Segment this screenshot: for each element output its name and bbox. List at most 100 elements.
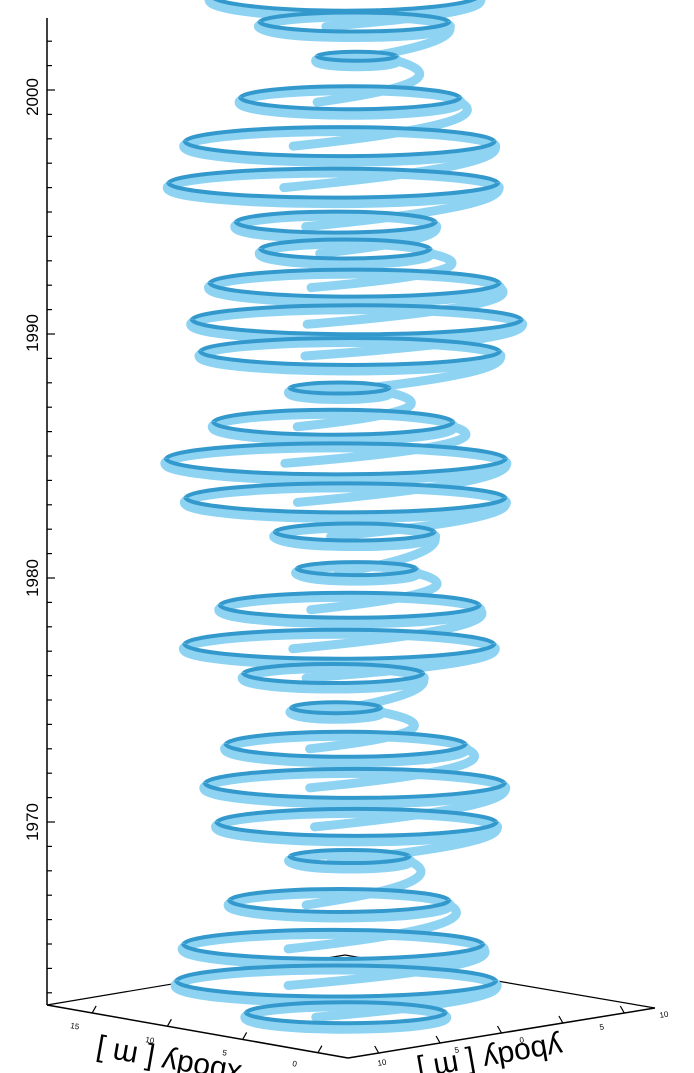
helix-connector [305,707,419,754]
floor-tick [496,1025,503,1034]
helix-loop-back-edge [166,166,501,185]
y-tick-label-5b: 5 [599,1022,605,1032]
helix-loop-front-edge [314,54,399,63]
y-tick-label-0: 0 [519,1035,525,1045]
floor-tick [317,1045,323,1053]
helix-loop-front-edge [287,855,412,866]
helix-loop-back [220,730,471,754]
helix-loop-back [179,628,500,654]
helix-loop-back [224,887,455,910]
helix-loop-back [254,11,455,32]
helix-loop [291,560,423,586]
helix-loop-back-edge [223,729,468,746]
helix-loop [284,380,396,405]
floor-tick [558,1015,564,1024]
helix-loop-front [269,531,441,552]
floor-tick [166,1018,172,1027]
helix-connector [283,900,461,954]
helix-loop-back-edge [197,335,502,353]
helix-loop-front [179,140,501,167]
helix-loop-back-edge [214,806,499,824]
helix-loop [214,590,486,629]
z-tick-label-1980: 1980 [23,559,42,597]
x-tick-label-5: 5 [222,1048,228,1058]
helix-loop-front-edge [183,496,508,515]
helix-loop [204,267,506,308]
helix-loop-front-edge [189,318,524,337]
helix-loop-back-edge [182,627,497,646]
helix-connector [288,97,472,151]
helix-loop [194,335,506,376]
helix-trajectory [160,0,528,1034]
helix-loop-back [160,442,511,469]
helix-loop [162,166,504,209]
helix-loop-back [269,522,440,542]
helix-loop-front [254,247,436,269]
helix-loop-front [223,899,455,923]
helix-loop [284,848,416,874]
helix-loop-back-edge [182,125,497,143]
helix-loop-back [235,85,466,108]
helix-loop [220,729,472,768]
helix-connector [301,856,426,910]
helix-loop-back [199,767,510,793]
helix-loop-back [238,663,429,684]
helix-loop-back [171,964,502,991]
helix-loop-front-edge [214,821,499,838]
helix-loop-front [291,567,423,586]
floor-tick [91,1005,97,1014]
helix-loop-back-edge [241,662,426,675]
helix-loop-back-edge [314,49,399,58]
helix-loop-front-edge [288,706,383,716]
helix-loop-front-edge [182,140,497,159]
helix-loop-front-edge [238,96,463,112]
helix-loop-front [214,604,486,629]
floor-tick [374,1045,380,1054]
helix-loop [285,700,387,724]
helix-loop [253,10,455,43]
helix-loop-front-edge [166,181,501,200]
helix-loop-front [160,457,512,485]
helix-loop-front [194,350,506,376]
helix-loop-front-edge [227,899,452,914]
helix-loop-front [237,672,429,694]
helix-loop-back [178,928,489,954]
helix-loop-front-edge [258,247,433,261]
helix-loop-back-edge [183,481,508,500]
helix-loop-front-edge [211,421,456,437]
helix-loop-back-edge [238,84,463,99]
helix-loop-back [204,268,505,293]
helix-loop-front-edge [181,943,486,961]
helix-loop-back-edge [207,267,502,285]
x-axis-line [46,1004,349,1059]
helix-loop-back-edge [272,521,437,534]
helix-loop [160,441,512,485]
y-tick-label-5a: 5 [454,1045,460,1055]
helix-loop [234,84,466,120]
helix-loop [179,125,501,167]
helix-loop-front-edge [163,457,508,477]
floor-axis-ticks [91,1005,625,1054]
helix-loop [223,886,455,923]
helix-loop-back-edge [174,963,499,983]
floor-tick [435,1035,441,1044]
helix-loop-back [255,238,436,259]
helix-loop-front [285,706,387,724]
helix-loop [240,1000,452,1034]
helix-loop-front-edge [243,1011,448,1026]
helix-loop-front-edge [182,643,497,661]
helix-loop-back [211,807,502,832]
helix-loop-front-edge [207,281,502,299]
helix-loop-front-edge [223,743,468,759]
helix-loop-front [234,96,466,120]
z-tick-label-1970: 1970 [23,803,42,841]
helix-loop [311,49,403,72]
helix-loop-back [163,167,504,193]
floor-tick [242,1032,248,1040]
helix-loop-front [284,387,396,405]
floor-tick [619,1005,625,1014]
helix-loop-back-edge [217,590,482,607]
helix-loop-back-edge [211,407,456,424]
x-tick-label-0: 0 [292,1059,298,1069]
helix-loop-back [230,210,441,232]
